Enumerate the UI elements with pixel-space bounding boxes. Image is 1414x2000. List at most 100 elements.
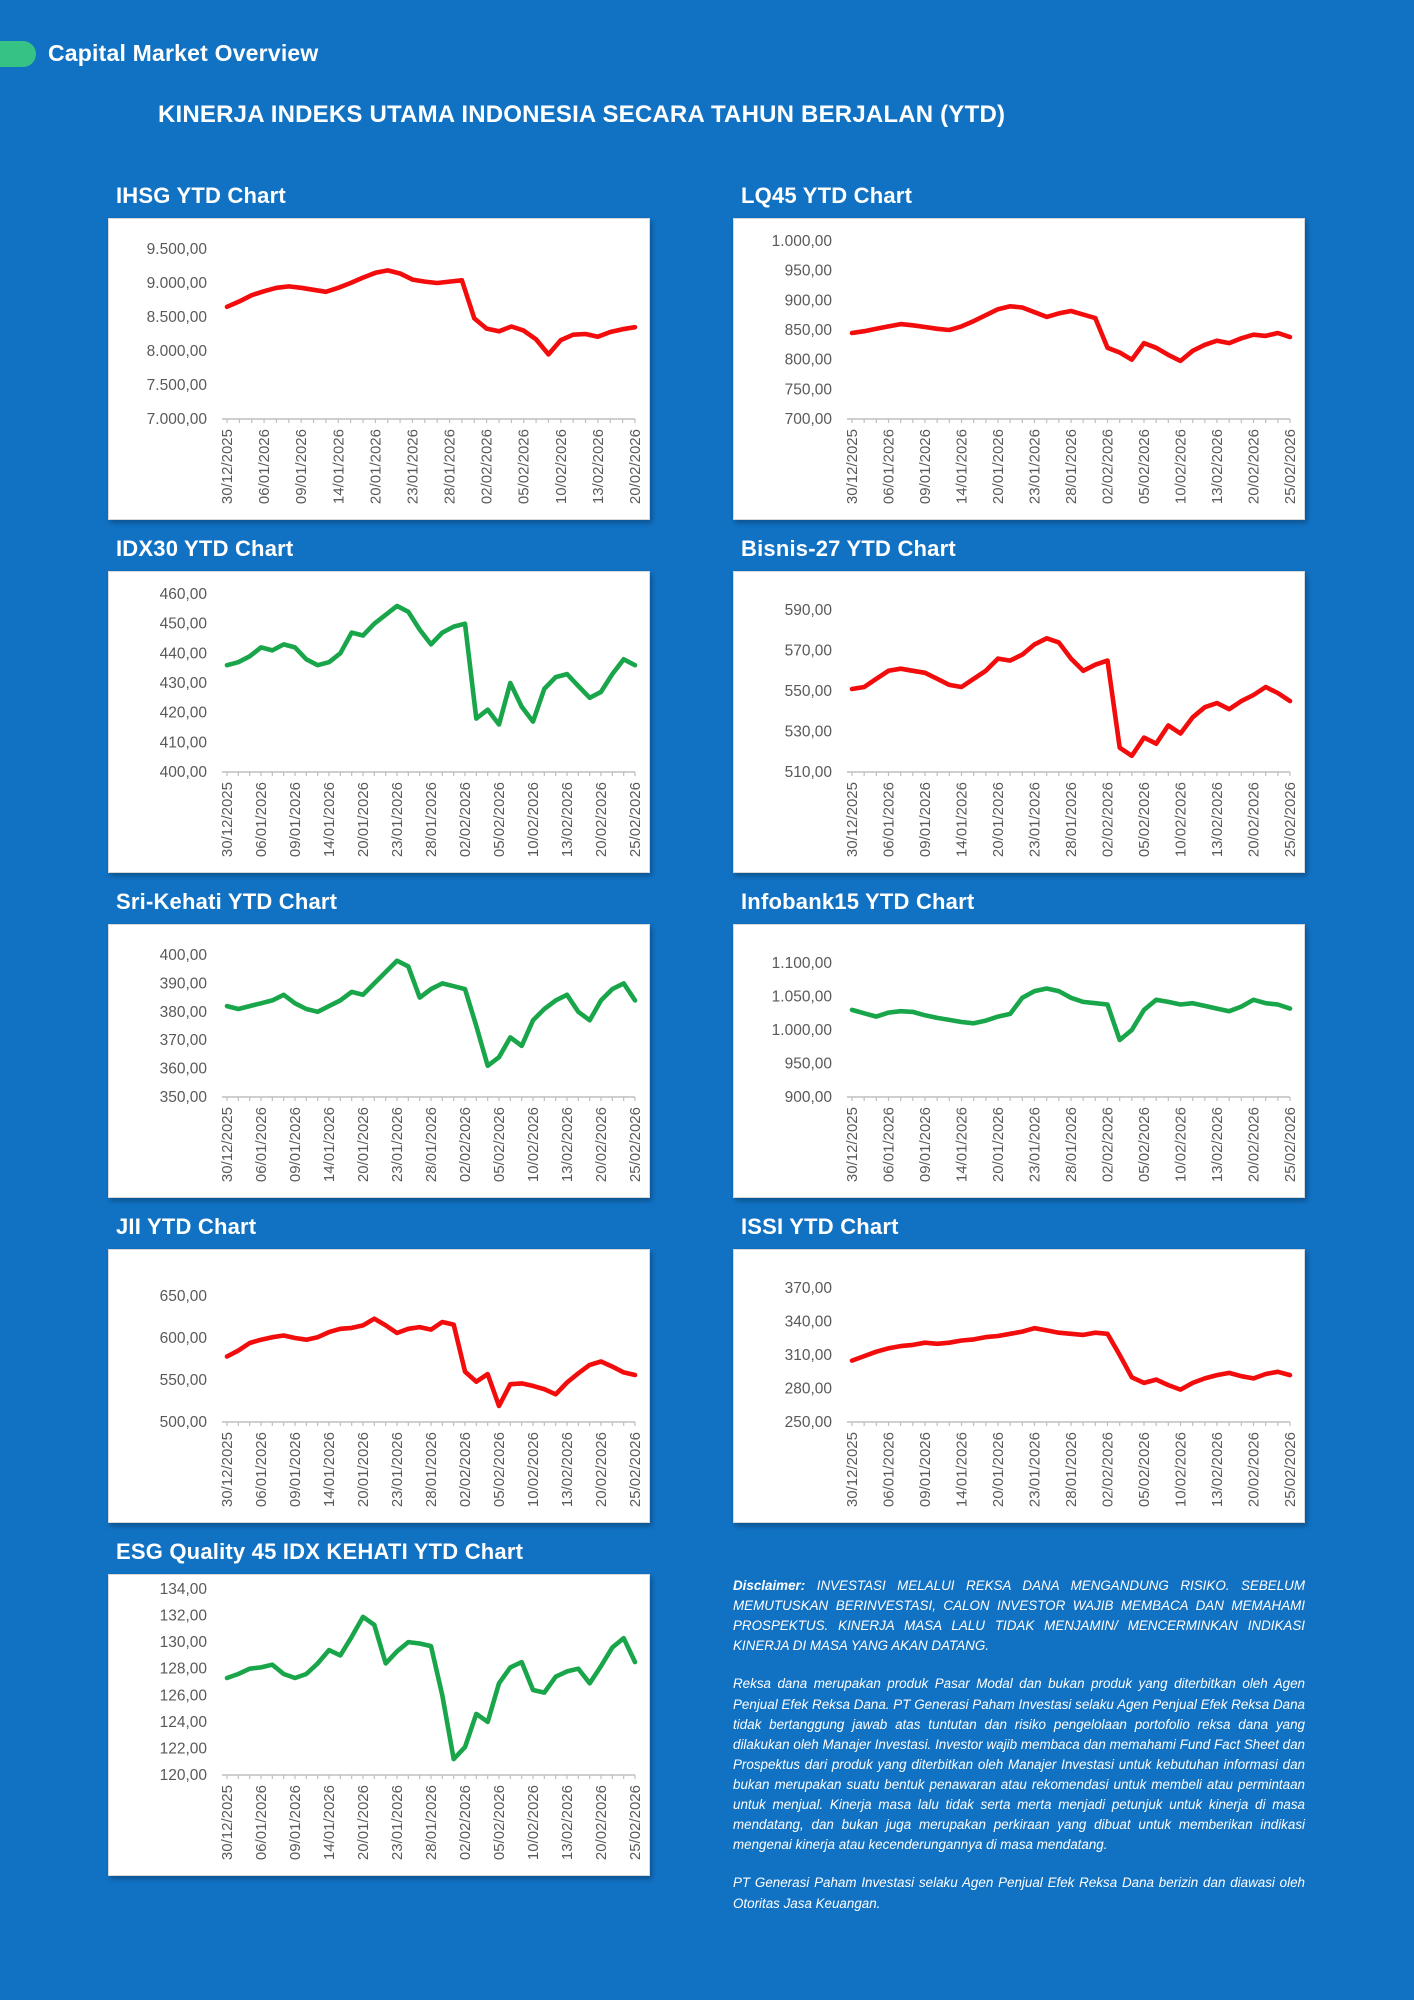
svg-text:30/12/2025: 30/12/2025 <box>219 1107 236 1182</box>
svg-text:134,00: 134,00 <box>160 1581 208 1598</box>
svg-text:20/02/2026: 20/02/2026 <box>593 1432 610 1507</box>
svg-text:122,00: 122,00 <box>160 1740 208 1757</box>
svg-text:10/02/2026: 10/02/2026 <box>525 1432 542 1507</box>
svg-text:06/01/2026: 06/01/2026 <box>256 429 273 504</box>
svg-text:14/01/2026: 14/01/2026 <box>321 1785 338 1860</box>
svg-text:09/01/2026: 09/01/2026 <box>917 1432 934 1507</box>
svg-text:06/01/2026: 06/01/2026 <box>253 1107 270 1182</box>
svg-text:550,00: 550,00 <box>160 1372 208 1389</box>
svg-text:14/01/2026: 14/01/2026 <box>321 782 338 857</box>
chart-card: 460,00 450,00 440,00 430,00 420,00 410,00 400,… <box>108 571 650 873</box>
svg-text:06/01/2026: 06/01/2026 <box>881 782 898 857</box>
svg-text:06/01/2026: 06/01/2026 <box>881 1107 898 1182</box>
svg-text:20/01/2026: 20/01/2026 <box>367 429 384 504</box>
svg-text:570,00: 570,00 <box>785 643 833 660</box>
chart-esg-quality-45: ESG Quality 45 IDX KEHATI YTD Chart 134,… <box>108 1539 650 1932</box>
svg-text:10/02/2026: 10/02/2026 <box>1173 1107 1190 1182</box>
svg-text:20/02/2026: 20/02/2026 <box>1246 429 1263 504</box>
svg-text:20/02/2026: 20/02/2026 <box>1246 1107 1263 1182</box>
svg-text:20/02/2026: 20/02/2026 <box>593 1107 610 1182</box>
svg-text:8.500,00: 8.500,00 <box>147 309 208 326</box>
svg-text:09/01/2026: 09/01/2026 <box>287 1432 304 1507</box>
svg-text:13/02/2026: 13/02/2026 <box>1209 1432 1226 1507</box>
svg-text:30/12/2025: 30/12/2025 <box>844 1432 861 1507</box>
svg-text:02/02/2026: 02/02/2026 <box>457 1785 474 1860</box>
svg-text:09/01/2026: 09/01/2026 <box>917 429 934 504</box>
svg-text:440,00: 440,00 <box>160 645 208 662</box>
svg-text:02/02/2026: 02/02/2026 <box>1100 1432 1117 1507</box>
svg-text:06/01/2026: 06/01/2026 <box>253 1785 270 1860</box>
svg-text:30/12/2025: 30/12/2025 <box>844 429 861 504</box>
svg-text:20/01/2026: 20/01/2026 <box>355 1432 372 1507</box>
svg-text:25/02/2026: 25/02/2026 <box>1282 1107 1299 1182</box>
line-chart: 9.500,00 9.000,00 8.500,00 8.000,00 7.500,00… <box>147 241 644 504</box>
chart-card: 134,00 132,00 130,00 128,00 126,00 124,00 122,… <box>108 1574 650 1876</box>
svg-text:05/02/2026: 05/02/2026 <box>491 1432 508 1507</box>
svg-text:20/01/2026: 20/01/2026 <box>990 429 1007 504</box>
svg-text:05/02/2026: 05/02/2026 <box>491 782 508 857</box>
svg-text:13/02/2026: 13/02/2026 <box>590 429 607 504</box>
svg-text:14/01/2026: 14/01/2026 <box>954 429 971 504</box>
svg-text:02/02/2026: 02/02/2026 <box>1100 429 1117 504</box>
svg-text:09/01/2026: 09/01/2026 <box>287 1107 304 1182</box>
svg-text:370,00: 370,00 <box>785 1280 833 1297</box>
svg-text:02/02/2026: 02/02/2026 <box>457 1432 474 1507</box>
svg-text:420,00: 420,00 <box>160 705 208 722</box>
svg-text:28/01/2026: 28/01/2026 <box>423 1107 440 1182</box>
chart-bisnis27: Bisnis-27 YTD Chart 590,00 570,00 550,00 53… <box>733 536 1305 873</box>
svg-text:950,00: 950,00 <box>785 1056 833 1073</box>
svg-text:310,00: 310,00 <box>785 1347 833 1364</box>
svg-text:400,00: 400,00 <box>160 947 208 964</box>
svg-text:09/01/2026: 09/01/2026 <box>293 429 310 504</box>
svg-text:28/01/2026: 28/01/2026 <box>423 1432 440 1507</box>
disclaimer-paragraph-2: Reksa dana merupakan produk Pasar Modal … <box>733 1676 1305 1853</box>
svg-text:450,00: 450,00 <box>160 616 208 633</box>
svg-text:28/01/2026: 28/01/2026 <box>423 1785 440 1860</box>
svg-text:20/02/2026: 20/02/2026 <box>593 782 610 857</box>
svg-text:600,00: 600,00 <box>160 1330 208 1347</box>
chart-card: 370,00 340,00 310,00 280,00 250,00 30/12/2025… <box>733 1249 1305 1523</box>
svg-text:1.050,00: 1.050,00 <box>772 989 833 1006</box>
svg-text:28/01/2026: 28/01/2026 <box>423 782 440 857</box>
chart-title: IDX30 YTD Chart <box>116 536 294 561</box>
svg-text:950,00: 950,00 <box>785 263 833 280</box>
svg-text:23/01/2026: 23/01/2026 <box>389 782 406 857</box>
svg-text:900,00: 900,00 <box>785 1089 833 1106</box>
svg-text:20/01/2026: 20/01/2026 <box>990 1107 1007 1182</box>
line-chart: 1.100,00 1.050,00 1.000,00 950,00 900,00 30/1… <box>772 955 1299 1182</box>
svg-text:350,00: 350,00 <box>160 1089 208 1106</box>
svg-text:10/02/2026: 10/02/2026 <box>525 1785 542 1860</box>
charts-grid: IHSG YTD Chart 9.500,00 9.000,00 8.500,00 8… <box>108 183 1414 1932</box>
svg-text:05/02/2026: 05/02/2026 <box>1136 1107 1153 1182</box>
svg-text:8.000,00: 8.000,00 <box>147 343 208 360</box>
svg-text:14/01/2026: 14/01/2026 <box>330 429 347 504</box>
svg-text:09/01/2026: 09/01/2026 <box>287 782 304 857</box>
svg-text:05/02/2026: 05/02/2026 <box>491 1785 508 1860</box>
svg-text:10/02/2026: 10/02/2026 <box>525 782 542 857</box>
disclaimer-paragraph-3: PT Generasi Paham Investasi selaku Agen … <box>733 1875 1305 1911</box>
svg-text:10/02/2026: 10/02/2026 <box>525 1107 542 1182</box>
svg-text:23/01/2026: 23/01/2026 <box>389 1432 406 1507</box>
svg-text:13/02/2026: 13/02/2026 <box>1209 429 1226 504</box>
svg-text:1.000,00: 1.000,00 <box>772 233 833 250</box>
svg-text:25/02/2026: 25/02/2026 <box>627 782 644 857</box>
svg-text:23/01/2026: 23/01/2026 <box>1027 1107 1044 1182</box>
svg-text:30/12/2025: 30/12/2025 <box>219 782 236 857</box>
chart-card: 9.500,00 9.000,00 8.500,00 8.000,00 7.500,00… <box>108 218 650 520</box>
svg-text:13/02/2026: 13/02/2026 <box>559 1785 576 1860</box>
svg-text:09/01/2026: 09/01/2026 <box>917 782 934 857</box>
svg-text:23/01/2026: 23/01/2026 <box>1027 429 1044 504</box>
chart-title: LQ45 YTD Chart <box>741 183 913 208</box>
svg-text:20/01/2026: 20/01/2026 <box>355 782 372 857</box>
svg-text:14/01/2026: 14/01/2026 <box>954 1107 971 1182</box>
line-chart: 400,00 390,00 380,00 370,00 360,00 350,00 30/1… <box>160 947 644 1182</box>
svg-text:590,00: 590,00 <box>785 602 833 619</box>
svg-text:23/01/2026: 23/01/2026 <box>1027 1432 1044 1507</box>
svg-text:460,00: 460,00 <box>160 586 208 603</box>
svg-text:06/01/2026: 06/01/2026 <box>253 782 270 857</box>
svg-text:800,00: 800,00 <box>785 352 833 369</box>
svg-text:900,00: 900,00 <box>785 292 833 309</box>
line-chart: 134,00 132,00 130,00 128,00 126,00 124,00 122,… <box>160 1581 644 1860</box>
svg-text:340,00: 340,00 <box>785 1314 833 1331</box>
